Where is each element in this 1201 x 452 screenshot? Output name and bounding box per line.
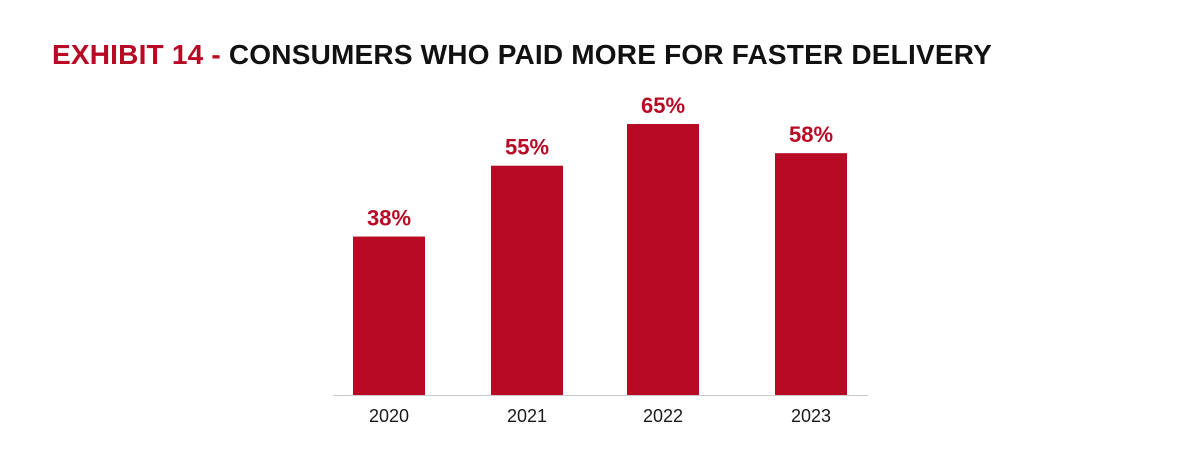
x-tick-labels-group: 2020 2021 2022 2023 (369, 406, 831, 426)
x-tick-label-2020: 2020 (369, 406, 409, 426)
x-tick-label-2023: 2023 (791, 406, 831, 426)
x-tick-label-2021: 2021 (507, 406, 547, 426)
exhibit-title: CONSUMERS WHO PAID MORE FOR FASTER DELIV… (228, 39, 992, 70)
bar-2023 (775, 153, 847, 395)
chart-title: EXHIBIT 14 - CONSUMERS WHO PAID MORE FOR… (52, 38, 992, 72)
value-label-2021: 55% (505, 135, 549, 160)
x-tick-label-2022: 2022 (643, 406, 683, 426)
bar-2020 (353, 236, 425, 395)
value-labels-group: 38% 55% 65% 58% (367, 93, 833, 231)
exhibit-number: EXHIBIT 14 (52, 39, 204, 70)
bars-group (353, 124, 847, 395)
value-label-2022: 65% (641, 93, 685, 118)
value-label-2020: 38% (367, 206, 411, 231)
title-separator: - (211, 39, 221, 70)
value-label-2023: 58% (789, 122, 833, 147)
bar-2022 (627, 124, 699, 395)
bar-2021 (491, 165, 563, 395)
